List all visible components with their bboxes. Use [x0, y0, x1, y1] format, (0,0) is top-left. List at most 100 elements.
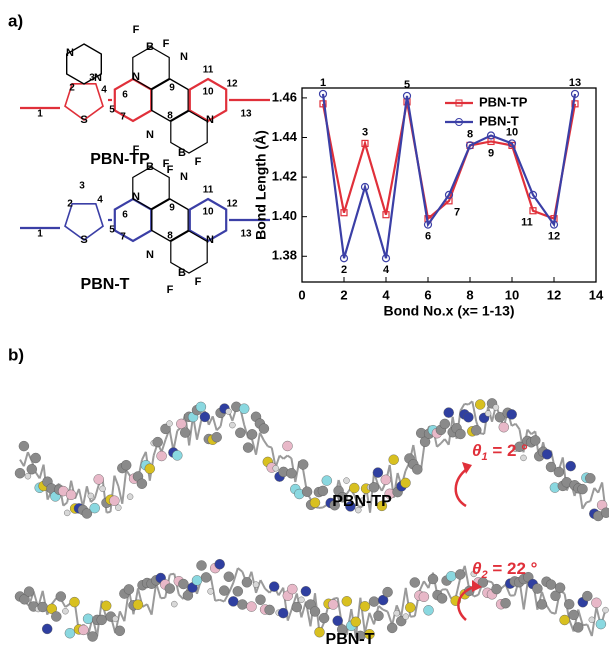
- x-tick-label: 0: [298, 287, 305, 302]
- atom: [591, 597, 602, 608]
- label: F: [195, 156, 202, 168]
- atom: [455, 428, 466, 440]
- label: 11: [203, 65, 214, 76]
- arrow-head: [472, 580, 482, 592]
- atom: [258, 423, 270, 434]
- label: F: [167, 284, 174, 296]
- label: 9: [169, 83, 175, 94]
- label: N: [132, 191, 140, 203]
- x-tick-label: 2: [340, 287, 347, 302]
- atom: [470, 570, 477, 578]
- bond: [264, 588, 271, 594]
- label: 9: [169, 203, 175, 214]
- bond: [400, 587, 407, 617]
- bond: [227, 582, 235, 594]
- atom: [405, 602, 416, 613]
- bond: [286, 454, 292, 460]
- ring: [66, 43, 102, 85]
- point-label: 3: [362, 126, 368, 138]
- y-tick-label: 1.38: [272, 248, 297, 263]
- bond: [278, 454, 285, 460]
- label: F: [163, 38, 170, 50]
- atom: [388, 454, 399, 465]
- marker: [507, 139, 517, 148]
- atom: [269, 581, 280, 592]
- label: 11: [203, 185, 214, 196]
- atom: [409, 577, 420, 588]
- atom: [393, 610, 400, 617]
- atom: [349, 482, 360, 494]
- ring: [132, 166, 170, 210]
- atom: [46, 603, 57, 614]
- atom: [69, 596, 80, 608]
- label: 4: [101, 85, 107, 96]
- bond: [172, 430, 179, 451]
- label: 5: [109, 105, 115, 116]
- label: 6: [122, 210, 128, 221]
- bond: [60, 28, 72, 44]
- bond: [471, 401, 478, 422]
- atom: [328, 599, 339, 610]
- atom: [112, 615, 119, 623]
- atom: [78, 624, 89, 636]
- bond: [196, 421, 202, 440]
- atom: [114, 625, 126, 636]
- bond: [436, 442, 442, 448]
- label: F: [133, 144, 140, 156]
- bond: [363, 612, 371, 634]
- label: 12: [226, 79, 238, 90]
- atom: [443, 407, 454, 418]
- ring: [151, 198, 189, 242]
- atom: [573, 622, 584, 633]
- marker: [465, 141, 475, 150]
- atom: [191, 575, 203, 586]
- bond: [232, 567, 239, 584]
- atom: [255, 594, 266, 605]
- label: 8: [167, 111, 173, 122]
- atom: [176, 418, 187, 430]
- marker: [486, 131, 496, 140]
- legend-marker: [455, 99, 463, 107]
- label: N: [206, 234, 214, 246]
- atom: [345, 501, 356, 512]
- bond: [259, 432, 265, 441]
- label: 10: [202, 87, 214, 98]
- atom: [564, 599, 575, 610]
- label: 13: [240, 229, 252, 240]
- marker: [570, 89, 580, 99]
- label: 1: [37, 229, 43, 240]
- ring: [151, 78, 189, 122]
- label: PBN-T: [81, 276, 130, 293]
- bond: [568, 619, 575, 632]
- bond: [473, 593, 479, 598]
- atom: [368, 596, 380, 607]
- atom: [475, 399, 486, 410]
- point-label: 9: [488, 147, 494, 159]
- atom: [595, 618, 607, 630]
- atom: [246, 601, 257, 612]
- point-label: 7: [454, 207, 460, 219]
- panel-label: b): [8, 345, 24, 364]
- label: 2: [67, 199, 73, 210]
- marker: [361, 139, 369, 148]
- atom: [463, 412, 474, 423]
- atom: [228, 596, 239, 607]
- point-label: 13: [569, 77, 581, 89]
- atom: [477, 577, 489, 588]
- bond: [514, 423, 521, 430]
- atom: [492, 404, 500, 411]
- atom: [164, 583, 176, 594]
- bond: [62, 501, 68, 507]
- atom: [65, 489, 77, 500]
- bond: [263, 439, 269, 447]
- bond: [377, 605, 384, 611]
- label: 3: [89, 73, 95, 84]
- atom: [23, 586, 35, 597]
- atom: [123, 584, 135, 595]
- atom: [550, 590, 561, 601]
- point-label: 6: [425, 230, 431, 242]
- atom: [199, 411, 211, 423]
- point-label: 2: [341, 264, 347, 276]
- atom: [321, 475, 332, 486]
- label: 5: [109, 225, 115, 236]
